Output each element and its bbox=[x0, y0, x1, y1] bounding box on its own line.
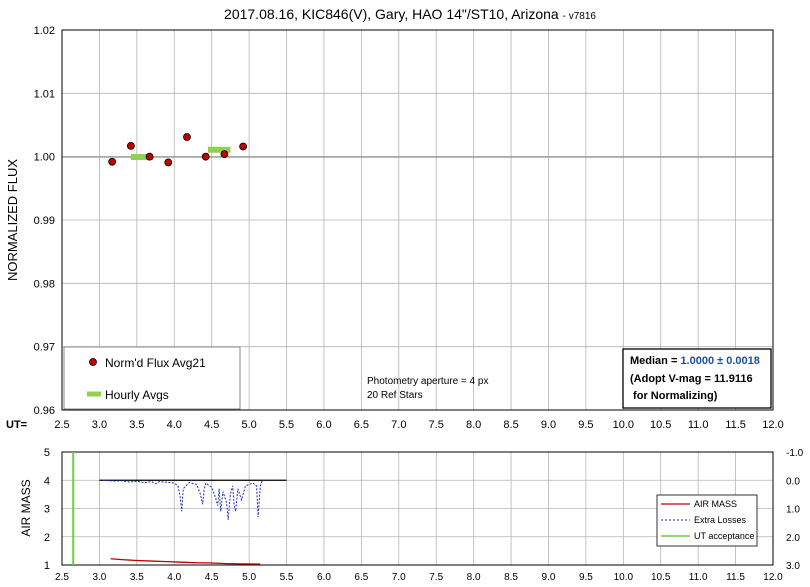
y-tick-label: 1.02 bbox=[34, 25, 55, 37]
bottom-x-tick-label: 5.0 bbox=[242, 572, 256, 583]
bottom-y-axis-label: AIR MASS bbox=[19, 479, 33, 536]
bottom-x-tick-label: 12.0 bbox=[763, 572, 783, 583]
flux-point bbox=[164, 158, 173, 167]
top-plot-frame bbox=[61, 29, 774, 411]
bottom-x-tick-label: 8.5 bbox=[504, 572, 518, 583]
x-tick-label: 10.0 bbox=[613, 419, 634, 431]
x-tick-label: 6.0 bbox=[316, 419, 331, 431]
bottom-x-tick-label: 5.5 bbox=[280, 572, 294, 583]
bottom-y2-tick-label: 3.0 bbox=[786, 561, 800, 572]
x-tick-label: 6.5 bbox=[354, 419, 369, 431]
bottom-x-tick-label: 3.0 bbox=[92, 572, 106, 583]
chart-title: 2017.08.16, KIC846(V), Gary, HAO 14"/ST1… bbox=[224, 6, 596, 22]
legend-bottom: AIR MASS Extra Losses UT acceptance bbox=[656, 494, 758, 547]
x-tick-label: 3.5 bbox=[129, 419, 144, 431]
bottom-x-tick-label: 2.5 bbox=[55, 572, 69, 583]
bottom-x-tick-label: 7.5 bbox=[429, 572, 443, 583]
chart-title-suffix: - v7816 bbox=[563, 11, 597, 22]
bottom-y-tick-label: 2 bbox=[44, 532, 50, 544]
bottom-x-tick-label: 9.0 bbox=[542, 572, 556, 583]
x-tick-label: 2.5 bbox=[54, 419, 69, 431]
legend-ut-acceptance-label: UT acceptance bbox=[694, 531, 754, 541]
bottom-x-tick-label: 6.0 bbox=[317, 572, 331, 583]
x-axis-prefix: UT= bbox=[6, 419, 27, 431]
flux-point bbox=[108, 157, 117, 166]
bottom-y-tick-label: 4 bbox=[44, 475, 50, 487]
bottom-x-tick-label: 10.0 bbox=[614, 572, 634, 583]
median-line-3: for Normalizing) bbox=[630, 390, 718, 402]
annotation-ref-stars: 20 Ref Stars bbox=[367, 390, 423, 401]
bottom-y2-tick-label: 2.0 bbox=[786, 533, 800, 544]
legend-flux-marker bbox=[89, 358, 97, 366]
legend-extra-losses-label: Extra Losses bbox=[694, 515, 747, 525]
x-tick-label: 5.5 bbox=[279, 419, 294, 431]
bottom-x-tick-label: 11.5 bbox=[726, 572, 745, 583]
x-tick-label: 7.5 bbox=[429, 419, 444, 431]
median-line-2: (Adopt V-mag = 11.9116 bbox=[630, 373, 753, 385]
bottom-y2-tick-label: 1.0 bbox=[786, 505, 800, 516]
extra-losses-line bbox=[103, 479, 265, 520]
x-tick-label: 10.5 bbox=[650, 419, 671, 431]
bottom-y-tick-label: 5 bbox=[44, 447, 50, 459]
y-tick-label: 0.97 bbox=[34, 342, 55, 354]
bottom-x-tick-label: 11.0 bbox=[689, 572, 708, 583]
median-box-frame bbox=[622, 348, 772, 409]
y-tick-label: 0.96 bbox=[34, 405, 55, 417]
bottom-plot-frame bbox=[61, 451, 774, 566]
flux-point bbox=[220, 150, 229, 159]
air-mass-line bbox=[110, 558, 261, 565]
y-tick-label: 0.98 bbox=[34, 278, 55, 290]
flux-point bbox=[145, 152, 154, 161]
bottom-x-tick-label: 8.0 bbox=[467, 572, 481, 583]
legend-flux-label: Norm'd Flux Avg21 bbox=[105, 356, 206, 370]
bottom-x-tick-label: 10.5 bbox=[651, 572, 671, 583]
x-tick-label: 11.0 bbox=[688, 419, 709, 431]
x-tick-label: 3.0 bbox=[92, 419, 107, 431]
x-tick-label: 4.5 bbox=[204, 419, 219, 431]
flux-point bbox=[183, 133, 191, 141]
x-tick-label: 4.0 bbox=[167, 419, 182, 431]
x-tick-label: 5.0 bbox=[241, 419, 256, 431]
x-tick-label: 8.0 bbox=[466, 419, 481, 431]
median-box: Median = 1.0000 ± 0.0018 (Adopt V-mag = … bbox=[622, 348, 772, 409]
bottom-y-tick-label: 1 bbox=[44, 560, 50, 572]
y-tick-label: 1.01 bbox=[34, 88, 55, 100]
bottom-x-tick-label: 6.5 bbox=[354, 572, 368, 583]
bottom-y2-tick-label: 0.0 bbox=[786, 476, 800, 487]
bottom-x-tick-label: 7.0 bbox=[392, 572, 406, 583]
median-value: 1.0000 ± 0.0018 bbox=[680, 355, 759, 367]
y-axis-label: NORMALIZED FLUX bbox=[5, 159, 20, 281]
flux-point bbox=[239, 142, 248, 151]
legend-top: Norm'd Flux Avg21 Hourly Avgs bbox=[63, 346, 241, 410]
x-tick-label: 12.0 bbox=[762, 419, 783, 431]
x-tick-label: 7.0 bbox=[391, 419, 406, 431]
bottom-x-tick-label: 4.0 bbox=[167, 572, 181, 583]
y-tick-label: 1.00 bbox=[34, 152, 55, 164]
x-tick-label: 8.5 bbox=[503, 419, 518, 431]
bottom-x-tick-label: 9.5 bbox=[579, 572, 593, 583]
legend-hourly-label: Hourly Avgs bbox=[105, 388, 169, 402]
bottom-y2-tick-label: -1.0 bbox=[786, 448, 804, 459]
bottom-x-tick-label: 3.5 bbox=[130, 572, 144, 583]
flux-point bbox=[126, 141, 135, 150]
bottom-y-tick-label: 3 bbox=[44, 504, 50, 516]
x-tick-label: 9.0 bbox=[541, 419, 556, 431]
bottom-x-tick-label: 4.5 bbox=[205, 572, 219, 583]
top-grid bbox=[61, 29, 774, 411]
legend-box bbox=[63, 346, 241, 410]
legend-airmass-label: AIR MASS bbox=[694, 499, 737, 509]
flux-point bbox=[201, 152, 210, 161]
x-tick-label: 9.5 bbox=[578, 419, 593, 431]
x-tick-label: 11.5 bbox=[725, 419, 746, 431]
median-line-1: Median = 1.0000 ± 0.0018 bbox=[630, 355, 760, 367]
annotation-aperture: Photometry aperture = 4 px bbox=[367, 376, 488, 387]
y-tick-label: 0.99 bbox=[34, 215, 55, 227]
